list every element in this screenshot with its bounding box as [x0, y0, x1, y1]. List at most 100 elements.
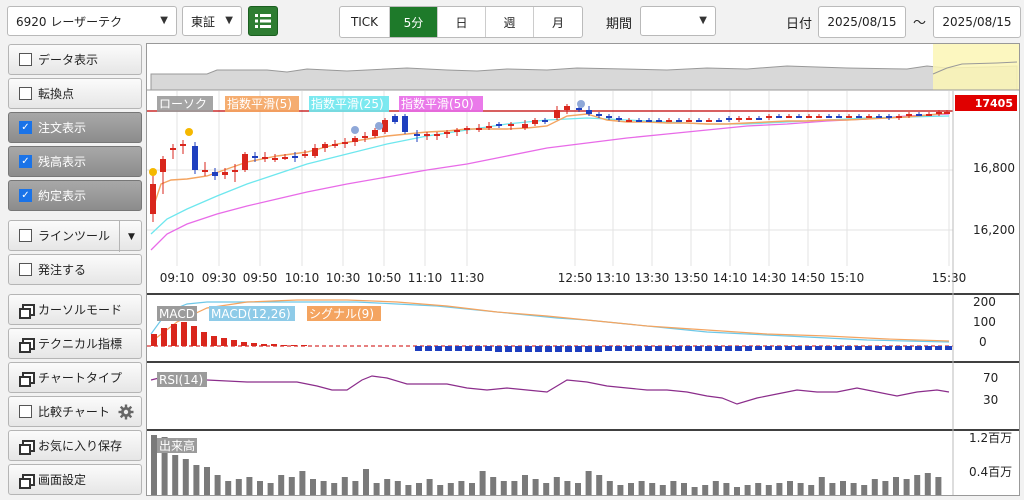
macd-hist-bar: [825, 346, 832, 350]
macd-hist-bar: [575, 346, 582, 352]
volume-bar: [787, 481, 793, 495]
candle-body: [424, 134, 430, 136]
candle-body: [444, 132, 450, 134]
macd-hist-bar: [675, 346, 682, 351]
time-tick-label: 13:10: [596, 271, 631, 285]
sidebar-item-chart-type[interactable]: チャートタイプ: [8, 362, 142, 393]
macd-hist-bar: [795, 346, 802, 350]
execution-marker[interactable]: [375, 122, 383, 130]
list-view-button[interactable]: [248, 6, 278, 36]
sidebar-item-label: 注文表示: [38, 121, 87, 135]
volume-bar: [638, 481, 645, 495]
sidebar-item-line-tool[interactable]: ラインツール ▼: [8, 220, 143, 252]
macd-hist-bar: [585, 346, 592, 352]
range-select[interactable]: ▼: [640, 6, 716, 36]
candle-body: [342, 142, 348, 144]
macd-hist-bar: [855, 346, 862, 350]
exchange-value: 東証: [191, 14, 216, 29]
macd-hist-bar: [705, 346, 712, 351]
tab-month[interactable]: 月: [551, 15, 564, 30]
sidebar-item-label: テクニカル指標: [38, 337, 123, 351]
sidebar-item-cursor-mode[interactable]: カーソルモード: [8, 294, 142, 325]
tab-week[interactable]: 週: [486, 7, 534, 37]
macd-tick-label: 100: [973, 315, 996, 329]
chart-canvas[interactable]: 09:10 09:30 09:50 10:10 10:30 10:50 11:10 11:30…: [147, 44, 1019, 495]
macd-hist-bar: [485, 346, 492, 351]
rsi-line: [150, 375, 950, 405]
macd-hist-bar: [925, 346, 932, 350]
navigator-window[interactable]: [933, 44, 1019, 90]
symbol-value: 6920 レーザーテク: [16, 14, 123, 29]
macd-hist-bar: [301, 345, 307, 346]
list-icon: [255, 14, 271, 28]
legend-ema25: 指数平滑(25): [311, 96, 384, 111]
time-tick-label: 10:50: [367, 271, 402, 285]
candle-body: [666, 120, 672, 122]
time-tick-label: 14:50: [791, 271, 826, 285]
volume-pane: 1.2百万 0.4百万 出来高: [151, 431, 1012, 495]
candle-body: [508, 124, 514, 126]
candle-body: [282, 157, 288, 159]
candle-body: [272, 158, 278, 160]
volume-bar: [522, 475, 528, 495]
candle-body: [302, 154, 308, 156]
candle-body: [706, 120, 712, 122]
macd-hist-bar: [161, 328, 167, 346]
sidebar-item-place-order[interactable]: 発注する: [8, 254, 142, 285]
volume-bar: [320, 481, 327, 495]
date-to-input[interactable]: 2025/08/15: [933, 6, 1021, 38]
execution-marker[interactable]: [577, 100, 585, 108]
candle-body: [696, 120, 702, 122]
execution-marker[interactable]: [149, 168, 157, 176]
volume-bar: [257, 481, 263, 495]
chart-area[interactable]: 09:10 09:30 09:50 10:10 10:30 10:50 11:10 11:30…: [146, 43, 1020, 496]
volume-bar: [893, 477, 899, 495]
price-pane: 09:10 09:30 09:50 10:10 10:30 10:50 11:10 11:30…: [147, 91, 1017, 285]
macd-legend: MACD: [159, 307, 195, 321]
sidebar-item-turning-point[interactable]: 転換点: [8, 78, 142, 109]
volume-bar: [681, 483, 687, 495]
ema25-line: [150, 115, 950, 235]
sidebar-item-technical-indicators[interactable]: テクニカル指標: [8, 328, 142, 359]
tab-day[interactable]: 日: [438, 7, 486, 37]
volume-bar: [214, 475, 221, 495]
sidebar-item-order-display[interactable]: ✓ 注文表示: [8, 112, 142, 143]
time-tick-label: 15:30: [932, 271, 967, 285]
execution-marker[interactable]: [351, 126, 359, 134]
date-from-input[interactable]: 2025/08/15: [818, 6, 906, 38]
macd-hist-bar: [715, 346, 722, 351]
execution-marker[interactable]: [185, 128, 193, 136]
legend-ema5: 指数平滑(5): [227, 96, 292, 111]
sidebar-item-balance-display[interactable]: ✓ 残高表示: [8, 146, 142, 177]
tab-5min[interactable]: 5分: [390, 7, 438, 37]
sidebar-item-compare-chart[interactable]: 比較チャート: [8, 396, 142, 427]
macd-hist-bar: [745, 346, 752, 351]
price-tick-label: 16,800: [973, 161, 1015, 175]
candle-body: [464, 128, 470, 130]
symbol-select[interactable]: 6920 レーザーテク ▼: [7, 6, 177, 36]
macd-legend-bg: [157, 306, 197, 321]
candle-body: [766, 116, 772, 118]
candle-body: [606, 116, 612, 118]
sidebar-item-execution-display[interactable]: ✓ 約定表示: [8, 180, 142, 211]
macd-hist-bar: [455, 346, 462, 351]
chevron-down-icon[interactable]: ▼: [119, 221, 143, 252]
macd-hist-bar: [181, 322, 187, 346]
volume-bar: [553, 477, 560, 495]
volume-bar: [310, 479, 316, 495]
gear-icon[interactable]: [118, 404, 134, 420]
macd-hist-bar: [815, 346, 822, 350]
sidebar-item-screen-settings[interactable]: 画面設定: [8, 464, 142, 495]
signal-legend: シグナル(9): [309, 307, 374, 321]
candle-body: [434, 134, 440, 136]
candle-body: [252, 156, 258, 158]
sidebar-item-data-display[interactable]: データ表示: [8, 44, 142, 75]
volume-bar: [797, 483, 804, 495]
tab-tick[interactable]: TICK: [340, 7, 390, 37]
volume-bar: [670, 481, 677, 495]
exchange-select[interactable]: 東証 ▼: [182, 6, 242, 36]
sidebar-item-save-favorite[interactable]: お気に入り保存: [8, 430, 142, 461]
window-icon: [19, 371, 35, 387]
macd-hist-bar: [655, 346, 662, 351]
date-label: 日付: [786, 17, 813, 32]
